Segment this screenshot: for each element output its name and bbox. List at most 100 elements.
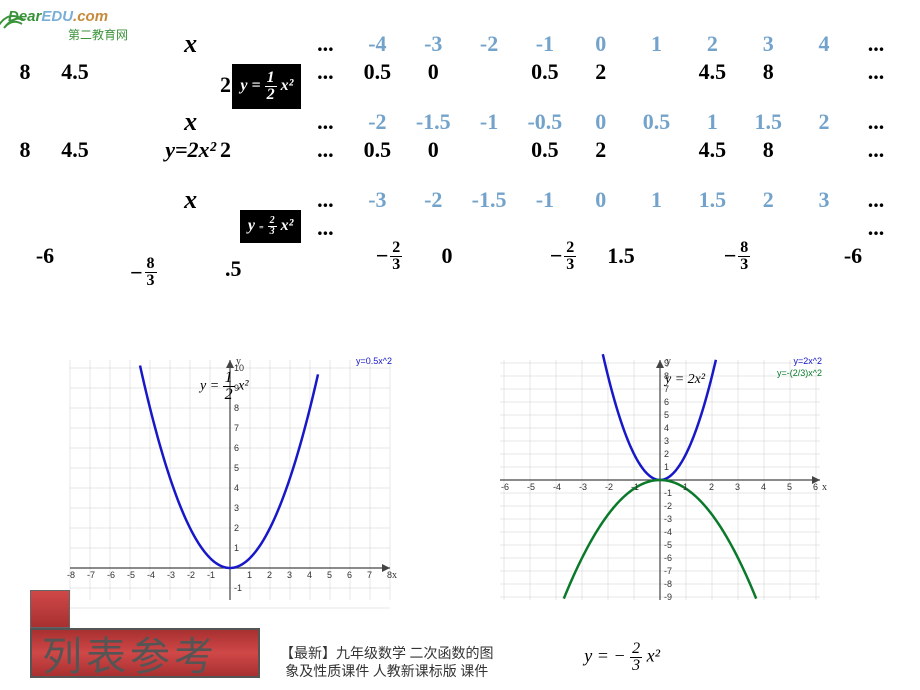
t1-x: -2 — [461, 31, 517, 57]
t3-yl: -6 — [20, 243, 70, 269]
dots: ... — [852, 215, 900, 241]
t2-x: 0.5 — [629, 109, 685, 135]
footer-line2: 象及性质课件 人教新课标版 课件 — [280, 664, 494, 682]
table3-eq-box: y = 23 x² — [240, 210, 301, 243]
table1-y-row: 8 4.5 y = 12 x² 2 ... 0.5 0 0.5 2 4.5 8 … — [80, 58, 900, 86]
svg-text:-2: -2 — [187, 570, 195, 580]
graph2-eq-label: y = 2x² — [665, 372, 705, 388]
svg-text:6: 6 — [234, 443, 239, 453]
svg-text:-6: -6 — [107, 570, 115, 580]
t2-y: 8 — [740, 137, 796, 163]
svg-text:6: 6 — [813, 482, 818, 492]
red-square-icon — [30, 590, 70, 628]
svg-text:-1: -1 — [631, 482, 639, 492]
t1-y: 0 — [405, 59, 461, 85]
svg-text:4: 4 — [234, 483, 239, 493]
table2-x-label: x — [184, 107, 197, 136]
dots: ... — [301, 215, 349, 241]
t1-x: -1 — [517, 31, 573, 57]
svg-text:-2: -2 — [605, 482, 613, 492]
svg-text:7: 7 — [367, 570, 372, 580]
svg-text:5: 5 — [327, 570, 332, 580]
t2-x: 1 — [684, 109, 740, 135]
t2-y: 4.5 — [684, 137, 740, 163]
table2-x-row: x ... -2 -1.5 -1 -0.5 0 0.5 1 1.5 2 ... — [80, 108, 900, 136]
table2-y-row: 8 4.5 y=2x² 2 ... 0.5 0 0.5 2 4.5 8 ... — [80, 136, 900, 164]
t1-yl: 8 — [0, 59, 50, 85]
graph2-label-blue: y=2x^2 — [794, 356, 823, 366]
t1-x: -4 — [349, 31, 405, 57]
t3-y: 1.5 — [592, 243, 650, 269]
svg-text:3: 3 — [287, 570, 292, 580]
svg-text:7: 7 — [234, 423, 239, 433]
t2-y: 2 — [573, 137, 629, 163]
t3-y: −23 — [360, 240, 418, 273]
t3-y: −83 — [708, 240, 766, 273]
t2-y: 0 — [405, 137, 461, 163]
t3-y: 0 — [418, 243, 476, 269]
t3-x: -3 — [349, 187, 405, 213]
t2-y: 0.5 — [349, 137, 405, 163]
footer-text: 【最新】九年级数学 二次函数的图 象及性质课件 人教新课标版 课件 — [280, 646, 494, 682]
t1-x: 4 — [796, 31, 852, 57]
svg-text:-3: -3 — [664, 514, 672, 524]
svg-text:3: 3 — [735, 482, 740, 492]
t3-y: -6 — [824, 243, 882, 269]
svg-text:6: 6 — [664, 397, 669, 407]
t1-x: 3 — [740, 31, 796, 57]
svg-text:-9: -9 — [664, 592, 672, 602]
svg-text:-4: -4 — [147, 570, 155, 580]
t3-x: -2 — [405, 187, 461, 213]
t2-x: -1 — [461, 109, 517, 135]
t1-x: 0 — [573, 31, 629, 57]
graph1-curve-label: y=0.5x^2 — [356, 356, 392, 366]
svg-text:-7: -7 — [664, 566, 672, 576]
dots: ... — [301, 187, 349, 213]
t2-x: -1.5 — [405, 109, 461, 135]
svg-text:1: 1 — [234, 543, 239, 553]
svg-text:1: 1 — [664, 462, 669, 472]
svg-text:-8: -8 — [664, 579, 672, 589]
dots: ... — [301, 137, 349, 163]
t3-x: 1.5 — [684, 187, 740, 213]
svg-text:4: 4 — [664, 423, 669, 433]
svg-text:6: 6 — [347, 570, 352, 580]
svg-text:-3: -3 — [579, 482, 587, 492]
svg-text:-5: -5 — [127, 570, 135, 580]
svg-text:-4: -4 — [664, 527, 672, 537]
dots: ... — [852, 31, 900, 57]
svg-text:-8: -8 — [67, 570, 75, 580]
t2-yl2: 2 — [220, 137, 231, 163]
t2-yl: 8 — [0, 137, 50, 163]
t3-x: -1 — [517, 187, 573, 213]
svg-text:2: 2 — [234, 523, 239, 533]
table3-x-row: x ... -3 -2 -1.5 -1 0 1 1.5 2 3 ... — [80, 186, 900, 214]
svg-text:5: 5 — [234, 463, 239, 473]
svg-text:5: 5 — [787, 482, 792, 492]
t3-x: 2 — [740, 187, 796, 213]
svg-text:y: y — [666, 356, 671, 367]
table2-eq: y=2x² — [165, 137, 216, 162]
logo-dear: Dear — [8, 8, 41, 25]
table3-y-row: -6 −83 .5 −23 0 −23 1.5 −83 -6 — [80, 242, 900, 270]
svg-text:2: 2 — [267, 570, 272, 580]
footer-line1: 【最新】九年级数学 二次函数的图 — [280, 646, 494, 664]
t1-x: -3 — [405, 31, 461, 57]
svg-text:4: 4 — [307, 570, 312, 580]
svg-text:3: 3 — [664, 436, 669, 446]
logo-text: DearEDU.com — [8, 8, 108, 25]
svg-text:-7: -7 — [87, 570, 95, 580]
t1-x: 1 — [629, 31, 685, 57]
svg-text:-5: -5 — [527, 482, 535, 492]
t3-x: 0 — [573, 187, 629, 213]
dots: ... — [852, 59, 900, 85]
red-bar-text: 列表参考 — [42, 624, 218, 682]
dots: ... — [852, 137, 900, 163]
t3-x: 3 — [796, 187, 852, 213]
svg-text:5: 5 — [664, 410, 669, 420]
svg-text:-1: -1 — [207, 570, 215, 580]
svg-text:-5: -5 — [664, 540, 672, 550]
bottom-equation: y = − 23 x² — [584, 641, 660, 674]
red-bar: 列表参考 — [30, 628, 260, 678]
t1-yl: 4.5 — [50, 59, 100, 85]
